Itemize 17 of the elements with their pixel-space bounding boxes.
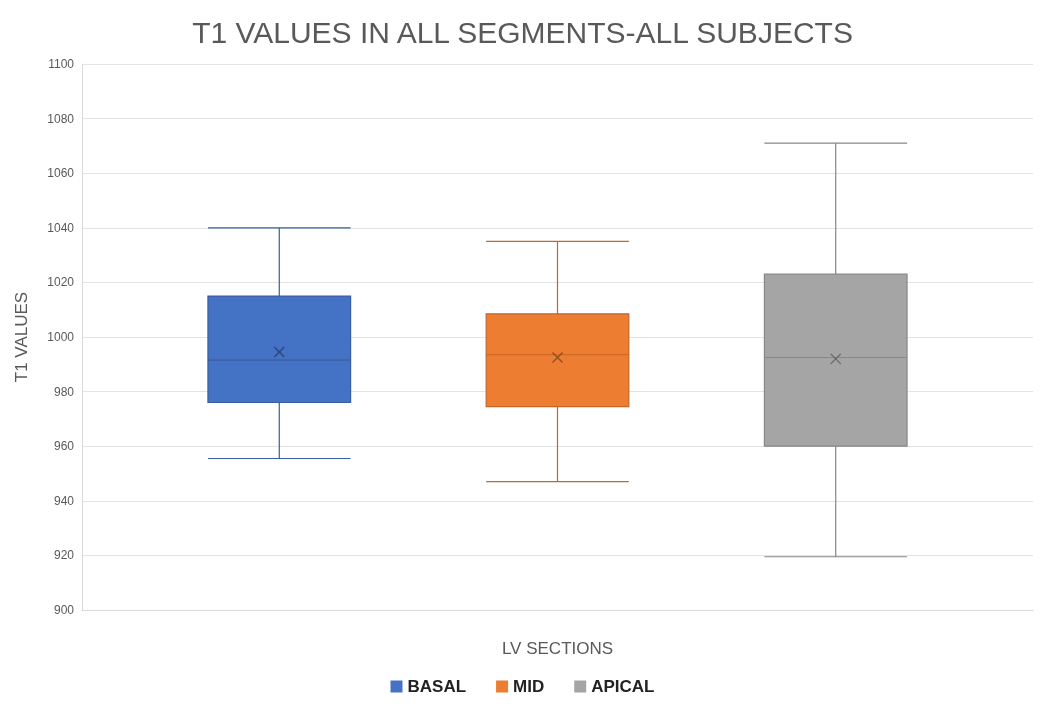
y-tick-label: 1000 — [47, 330, 75, 344]
y-tick-label: 1060 — [47, 166, 75, 181]
y-tick-label: 900 — [53, 603, 75, 617]
x-axis-title: LV SECTIONS — [501, 639, 614, 658]
y-tick-label: 960 — [53, 439, 75, 454]
y-tick-label: 1100 — [48, 57, 75, 71]
y-tick-label: 1020 — [47, 275, 75, 290]
y-tick-label: 940 — [53, 493, 75, 508]
y-tick-label: 1080 — [47, 111, 75, 126]
y-tick-label: 980 — [53, 384, 75, 399]
legend-label: BASAL — [407, 677, 467, 696]
legend-label: MID — [513, 677, 545, 696]
y-axis-title: T1 VALUES — [12, 291, 31, 383]
chart-title: T1 VALUES IN ALL SEGMENTS-ALL SUBJECTS — [192, 15, 853, 49]
y-tick-label: 1040 — [47, 220, 75, 235]
y-tick-label: 920 — [53, 548, 75, 563]
legend-label: APICAL — [591, 677, 655, 696]
